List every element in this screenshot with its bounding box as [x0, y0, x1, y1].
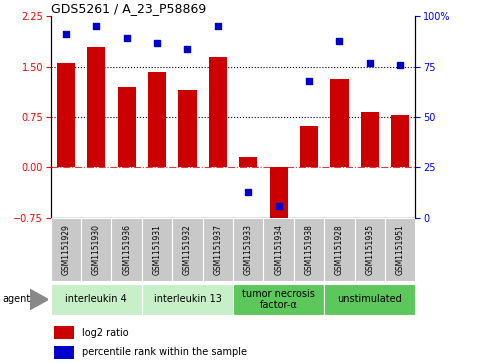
Text: GSM1151938: GSM1151938 [304, 224, 313, 275]
Bar [361, 113, 379, 167]
Text: GDS5261 / A_23_P58869: GDS5261 / A_23_P58869 [51, 2, 206, 15]
Text: GSM1151929: GSM1151929 [61, 224, 71, 275]
Text: unstimulated: unstimulated [338, 294, 402, 305]
Point [62, 32, 70, 37]
Bar [203, 218, 233, 281]
Bar [385, 218, 415, 281]
Bar [233, 218, 263, 281]
Bar [117, 87, 136, 167]
Bar [270, 167, 288, 224]
Bar [263, 218, 294, 281]
Bar [51, 218, 81, 281]
Bar [172, 218, 203, 281]
Text: GSM1151934: GSM1151934 [274, 224, 283, 275]
Text: GSM1151932: GSM1151932 [183, 224, 192, 275]
Text: log2 ratio: log2 ratio [82, 327, 128, 338]
Polygon shape [30, 289, 48, 310]
Bar [355, 218, 385, 281]
Point [123, 36, 130, 41]
Bar [233, 284, 324, 315]
Text: GSM1151931: GSM1151931 [153, 224, 162, 275]
Point [305, 78, 313, 84]
Point [244, 189, 252, 195]
Point [275, 203, 283, 209]
Text: GSM1151951: GSM1151951 [396, 224, 405, 275]
Text: interleukin 13: interleukin 13 [154, 294, 221, 305]
Bar [57, 63, 75, 167]
Bar [142, 218, 172, 281]
Bar [294, 218, 324, 281]
Bar [142, 284, 233, 315]
Text: GSM1151937: GSM1151937 [213, 224, 222, 275]
Text: interleukin 4: interleukin 4 [65, 294, 127, 305]
Text: percentile rank within the sample: percentile rank within the sample [82, 347, 247, 357]
Text: GSM1151935: GSM1151935 [365, 224, 374, 275]
Bar [300, 126, 318, 167]
Bar [87, 46, 105, 167]
Text: tumor necrosis
factor-α: tumor necrosis factor-α [242, 289, 315, 310]
Bar [55, 326, 74, 339]
Bar [391, 115, 409, 167]
Bar [81, 218, 112, 281]
Point [336, 38, 343, 44]
Point [153, 40, 161, 45]
Text: GSM1151930: GSM1151930 [92, 224, 101, 275]
Point [92, 24, 100, 29]
Bar [330, 79, 349, 167]
Point [397, 62, 404, 68]
Bar [178, 90, 197, 167]
Bar [148, 72, 166, 167]
Bar [55, 346, 74, 359]
Point [184, 46, 191, 52]
Text: GSM1151928: GSM1151928 [335, 224, 344, 275]
Bar [324, 284, 415, 315]
Bar [239, 157, 257, 167]
Text: GSM1151933: GSM1151933 [244, 224, 253, 275]
Text: agent: agent [2, 294, 30, 305]
Text: GSM1151936: GSM1151936 [122, 224, 131, 275]
Bar [112, 218, 142, 281]
Bar [209, 57, 227, 167]
Point [366, 60, 374, 66]
Point [214, 24, 222, 29]
Bar [324, 218, 355, 281]
Bar [51, 284, 142, 315]
